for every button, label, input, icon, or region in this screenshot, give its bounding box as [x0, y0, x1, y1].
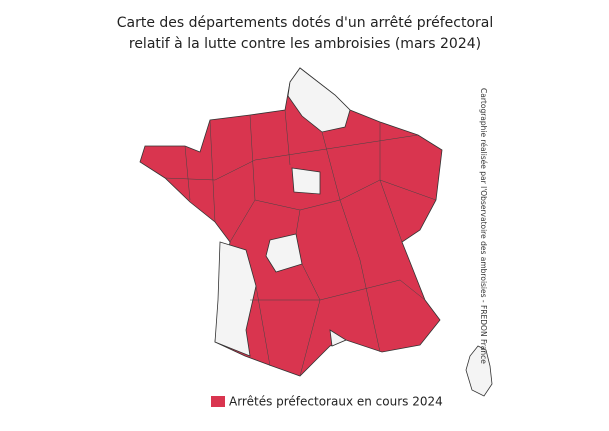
corsica [465, 345, 493, 397]
title-line: relatif à la lutte contre les ambroisies… [129, 36, 481, 52]
department-borders [164, 109, 437, 377]
legend-label: Arrêtés préfectoraux en cours 2024 [229, 395, 443, 409]
credit: Cartographie réalisée par l'Observatoire… [479, 88, 488, 364]
area-without-order [329, 329, 347, 347]
legend-swatch [211, 396, 225, 407]
title-line: Carte des départements dotés d'un arrêté… [117, 15, 494, 31]
france-shape [139, 67, 443, 377]
area-without-order [265, 233, 303, 273]
area-without-order [214, 241, 257, 357]
france-map [139, 67, 493, 397]
area-without-order [291, 167, 321, 195]
